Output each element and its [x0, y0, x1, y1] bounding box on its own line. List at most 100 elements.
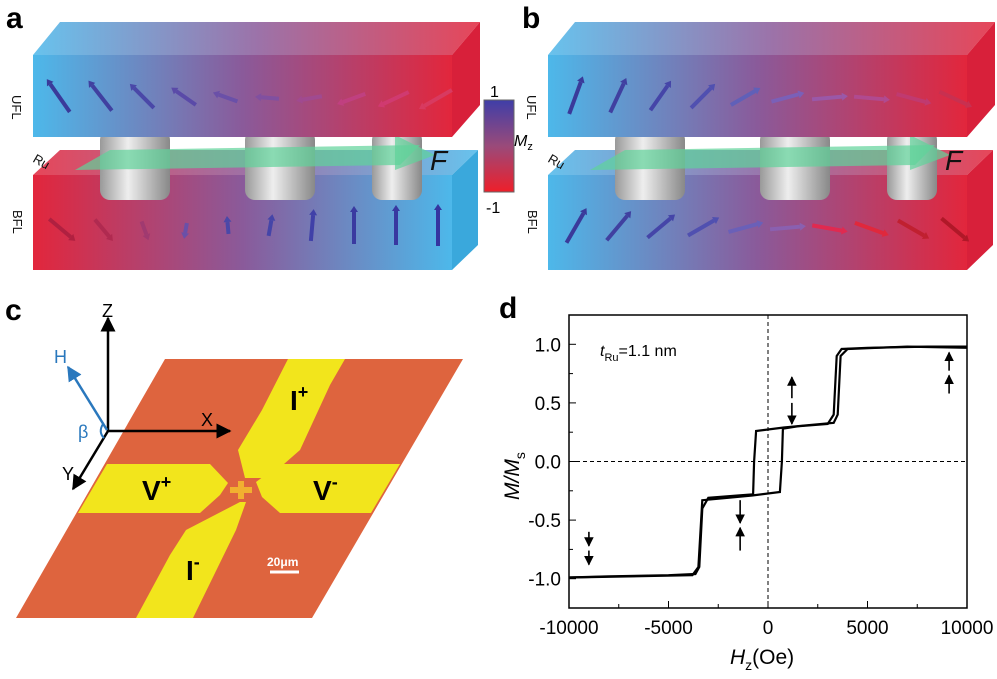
- magnetization-arrows: [46, 79, 453, 246]
- spin-arrow: [418, 88, 453, 110]
- spin-arrow: [689, 83, 716, 110]
- spin-arrow: [605, 211, 632, 242]
- panel-label-b: b: [522, 2, 540, 35]
- spin-arrow: [47, 217, 76, 241]
- x-tick-label: -10000: [539, 618, 598, 639]
- panel-label-d: d: [499, 292, 517, 325]
- panel-a: a UFL Ru BFL F: [6, 2, 480, 270]
- x-axis-title: Hz(Oe): [730, 646, 794, 673]
- spin-arrow: [727, 220, 764, 234]
- thickness-annotation: tRu=1.1 nm: [600, 343, 677, 364]
- spin-arrow: [434, 204, 442, 246]
- panel-b: b UFL Ru BFL F: [522, 2, 995, 270]
- beta-label: β: [78, 422, 88, 442]
- y-tick-label: 1.0: [535, 335, 561, 356]
- ru-label: Ru: [31, 151, 53, 172]
- spin-arrow: [212, 90, 239, 104]
- label-i-minus: I-: [186, 552, 200, 586]
- spin-arrow: [223, 216, 232, 235]
- y-tick-label: 0.5: [535, 394, 561, 415]
- field-vector: [66, 365, 109, 431]
- y-tick-label: 0.0: [535, 453, 561, 474]
- spin-arrow: [608, 78, 628, 114]
- label-i-plus: I+: [290, 382, 308, 416]
- spin-arrow: [88, 80, 114, 112]
- hysteresis-branch-1: [568, 345, 968, 579]
- spin-arrow: [296, 94, 323, 104]
- spin-arrow: [255, 93, 280, 102]
- spin-arrow: [646, 214, 676, 240]
- spin-arrow: [729, 87, 761, 107]
- panel-c: c I+ V+ V- I- 20μm Z X Y H β: [5, 294, 463, 618]
- hysteresis-branch-2: [568, 345, 967, 579]
- x-label: X: [201, 410, 213, 430]
- y-tick-label: -1.0: [528, 570, 561, 591]
- x-tick-label: 10000: [941, 618, 994, 639]
- force-label: F: [430, 145, 449, 176]
- colorbar-title: Mz: [514, 133, 533, 153]
- spin-arrow: [46, 79, 72, 114]
- spin-arrow: [564, 208, 587, 244]
- y-tick-label: -0.5: [528, 511, 561, 532]
- x-tick-labels: -10000 -5000 0 5000 10000: [539, 618, 993, 639]
- spin-arrow: [648, 80, 672, 112]
- scale-bar-label: 20μm: [267, 555, 298, 569]
- h-label: H: [54, 347, 67, 367]
- force-plane: [590, 145, 935, 170]
- force-label: F: [945, 145, 964, 176]
- spin-arrow: [308, 209, 318, 242]
- spin-arrow: [895, 92, 932, 106]
- panel-d: d -10000 -5000 0 5000 10000 -1.0 -0.5 0.0 0.5 1.…: [499, 292, 993, 673]
- spin-arrow: [769, 222, 806, 232]
- y-axis: [71, 430, 110, 491]
- top-slab: [548, 22, 995, 137]
- panel-label-c: c: [5, 294, 22, 327]
- spin-arrow: [687, 217, 720, 238]
- y-tick-labels: -1.0 -0.5 0.0 0.5 1.0: [528, 335, 561, 590]
- angle-arc: [99, 423, 105, 439]
- spin-arrow: [266, 214, 276, 237]
- bfl-label: BFL: [10, 210, 25, 234]
- force-arrowhead: [910, 135, 950, 170]
- hysteresis-chart: [568, 315, 968, 608]
- ufl-label: UFL: [524, 95, 539, 120]
- spin-arrow: [93, 218, 113, 242]
- lead-i-minus: [136, 502, 246, 618]
- colorbar-min: -1: [486, 200, 500, 217]
- spin-arrow: [770, 90, 805, 104]
- ufl-label: UFL: [9, 95, 24, 120]
- x-tick-label: -5000: [644, 618, 693, 639]
- x-tick-label: 5000: [846, 618, 888, 639]
- force-plane: [75, 145, 420, 170]
- force-arrowhead: [395, 135, 435, 170]
- spin-arrow: [854, 220, 889, 237]
- spin-arrow: [940, 216, 970, 242]
- spin-arrow: [171, 87, 197, 107]
- lead-i-plus: [238, 359, 345, 478]
- spin-arrow: [337, 92, 366, 106]
- ru-label: Ru: [546, 151, 568, 172]
- spin-arrow: [811, 223, 848, 235]
- spin-arrow: [897, 218, 930, 239]
- magnetization-arrows: [564, 76, 973, 244]
- y-label: Y: [62, 464, 74, 484]
- lead-v-minus: [256, 464, 400, 513]
- label-v-plus: V+: [142, 472, 171, 506]
- spin-arrow: [377, 90, 410, 108]
- spin-arrow: [350, 206, 358, 244]
- spin-arrow: [853, 94, 890, 104]
- spin-arrow: [129, 83, 156, 110]
- y-axis-title: M/Ms: [501, 452, 528, 500]
- hall-cross: [230, 481, 252, 499]
- top-slab: [33, 22, 480, 137]
- panel-label-a: a: [6, 2, 23, 35]
- x-tick-label: 0: [763, 618, 774, 639]
- spin-arrow: [811, 92, 848, 102]
- bfl-label: BFL: [525, 210, 540, 234]
- colorbar-max: 1: [490, 84, 499, 101]
- spin-arrow: [392, 205, 400, 245]
- z-label: Z: [102, 301, 113, 321]
- label-v-minus: V-: [313, 472, 338, 506]
- spin-arrow: [181, 222, 190, 239]
